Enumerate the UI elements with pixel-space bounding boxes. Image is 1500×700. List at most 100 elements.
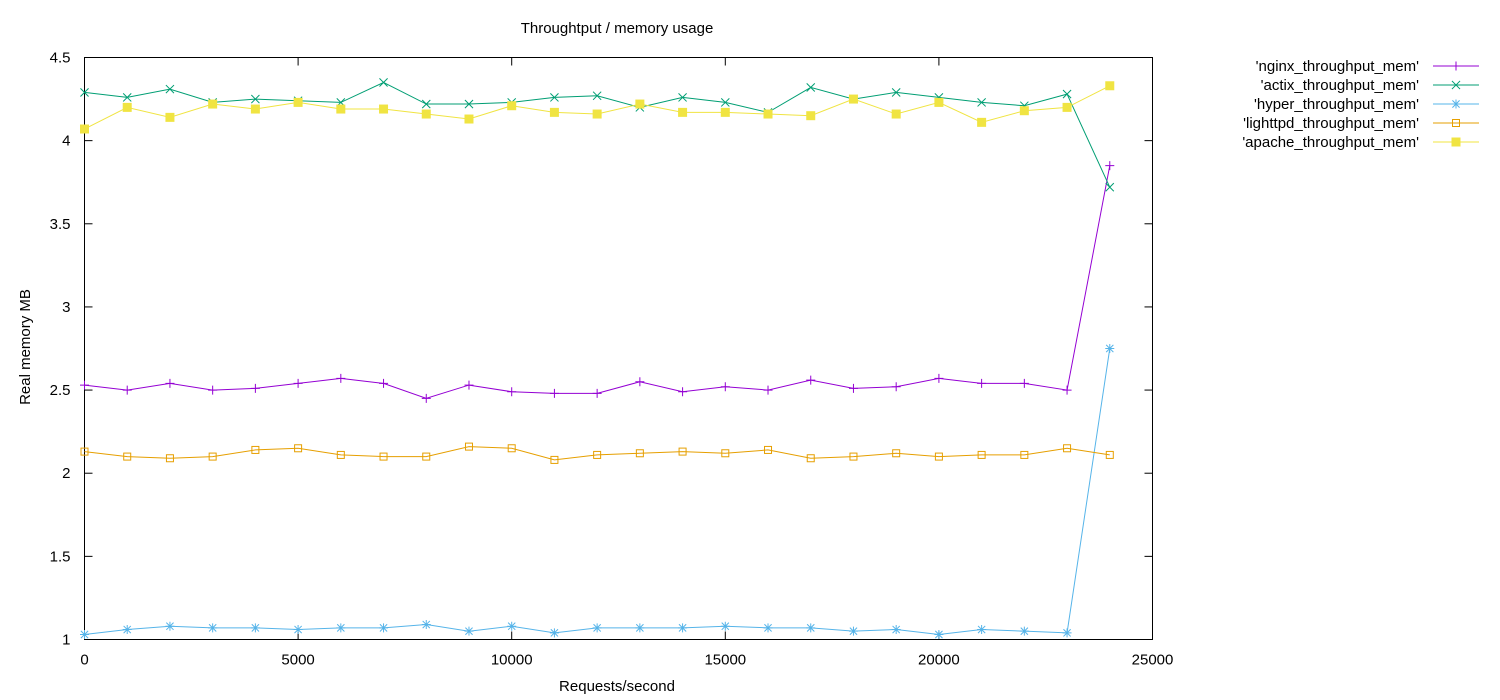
data-point-lighttpd (208, 452, 217, 461)
data-point-actix (379, 78, 388, 87)
data-point-lighttpd (892, 449, 901, 458)
y-tick-label: 1 (62, 632, 70, 649)
data-point-lighttpd (635, 449, 644, 458)
data-point-apache (80, 124, 89, 134)
data-point-apache (848, 94, 858, 104)
legend-marker (1451, 137, 1461, 147)
data-point-hyper (507, 621, 517, 631)
data-point-hyper (1105, 344, 1115, 353)
data-point-apache (549, 107, 559, 117)
data-point-lighttpd (1020, 450, 1029, 459)
legend-entry-hyper: 'hyper_throughput_mem' (1254, 96, 1479, 113)
data-point-actix (122, 93, 132, 102)
series-line-lighttpd (84, 446, 1110, 461)
data-point-hyper (208, 623, 218, 633)
data-point-actix (1105, 182, 1115, 192)
data-point-apache (678, 107, 688, 117)
data-point-actix (421, 99, 431, 109)
data-point-nginx (80, 380, 89, 390)
data-point-lighttpd (464, 442, 473, 451)
data-point-nginx (464, 380, 474, 390)
data-point-hyper (848, 626, 858, 636)
data-point-lighttpd (507, 444, 516, 453)
chart-title: Throughtput / memory usage (521, 20, 714, 37)
data-point-nginx (678, 387, 688, 397)
data-point-nginx (122, 385, 132, 395)
x-tick-label: 10000 (491, 652, 533, 669)
data-point-lighttpd (721, 449, 730, 458)
data-point-apache (934, 97, 944, 107)
legend-entry-nginx: 'nginx_throughput_mem' (1256, 58, 1479, 75)
data-point-hyper (977, 625, 987, 635)
data-point-nginx (1019, 378, 1029, 388)
data-point-nginx (293, 378, 303, 388)
data-point-actix (550, 93, 559, 102)
data-point-hyper (1062, 628, 1072, 638)
data-point-hyper (1019, 626, 1029, 636)
data-point-lighttpd (1105, 450, 1114, 459)
data-point-nginx (208, 385, 218, 395)
data-point-nginx (379, 378, 389, 388)
series-line-actix (84, 81, 1111, 188)
series-hyper (80, 344, 1115, 640)
series-lighttpd (80, 442, 1114, 464)
data-point-lighttpd (934, 452, 943, 461)
data-point-nginx (848, 383, 858, 393)
data-point-lighttpd (379, 452, 388, 461)
data-point-hyper (464, 626, 474, 636)
data-point-apache (977, 117, 987, 127)
data-point-hyper (165, 621, 175, 631)
x-tick-label: 20000 (918, 652, 960, 669)
data-point-nginx (806, 375, 816, 385)
data-point-nginx (592, 388, 602, 398)
y-axis-title: Real memory MB (17, 289, 34, 405)
legend-marker (1451, 80, 1461, 90)
y-tick-label: 2 (62, 465, 70, 482)
y-tick-label: 4.5 (50, 50, 71, 67)
data-point-hyper (80, 630, 89, 640)
data-point-apache (720, 107, 730, 117)
data-point-apache (763, 109, 773, 119)
data-point-nginx (934, 373, 944, 383)
series-layer (80, 78, 1115, 640)
data-point-lighttpd (294, 444, 303, 453)
x-axis-title: Requests/second (559, 678, 675, 695)
data-point-apache (464, 114, 474, 124)
legend-entry-actix: 'actix_throughput_mem' (1261, 77, 1479, 94)
data-point-hyper (678, 623, 688, 633)
legend: 'nginx_throughput_mem' 'actix_throughput_… (1242, 58, 1479, 151)
data-point-actix (678, 93, 687, 102)
legend-label: 'actix_throughput_mem' (1261, 77, 1419, 94)
data-point-lighttpd (806, 454, 815, 463)
data-point-hyper (293, 625, 303, 635)
data-point-apache (122, 102, 132, 112)
data-point-lighttpd (849, 452, 858, 461)
data-point-apache (336, 104, 346, 114)
legend-marker (1452, 119, 1460, 127)
data-point-apache (421, 109, 431, 119)
data-point-apache (1062, 102, 1072, 112)
legend-label: 'lighttpd_throughput_mem' (1243, 115, 1419, 132)
data-point-nginx (977, 378, 987, 388)
data-point-apache (379, 104, 389, 114)
data-point-nginx (891, 382, 901, 392)
data-point-nginx (421, 393, 431, 403)
data-point-apache (165, 112, 175, 122)
data-point-lighttpd (678, 447, 687, 456)
data-point-lighttpd (550, 455, 559, 464)
y-axis: 1 1.5 2 2.5 3 3.5 4 4.5 (50, 50, 1153, 649)
data-point-hyper (421, 620, 431, 630)
data-point-nginx (165, 378, 175, 388)
data-point-apache (1105, 81, 1115, 91)
x-tick-label: 0 (80, 652, 88, 669)
data-point-nginx (763, 385, 773, 395)
x-tick-label: 15000 (704, 652, 746, 669)
data-point-apache (592, 109, 602, 119)
data-point-actix (806, 83, 816, 92)
data-point-apache (293, 97, 303, 107)
data-point-nginx (507, 387, 517, 397)
legend-marker (1451, 61, 1461, 71)
data-point-apache (635, 99, 645, 109)
data-point-actix (592, 91, 602, 101)
data-point-lighttpd (251, 445, 260, 454)
